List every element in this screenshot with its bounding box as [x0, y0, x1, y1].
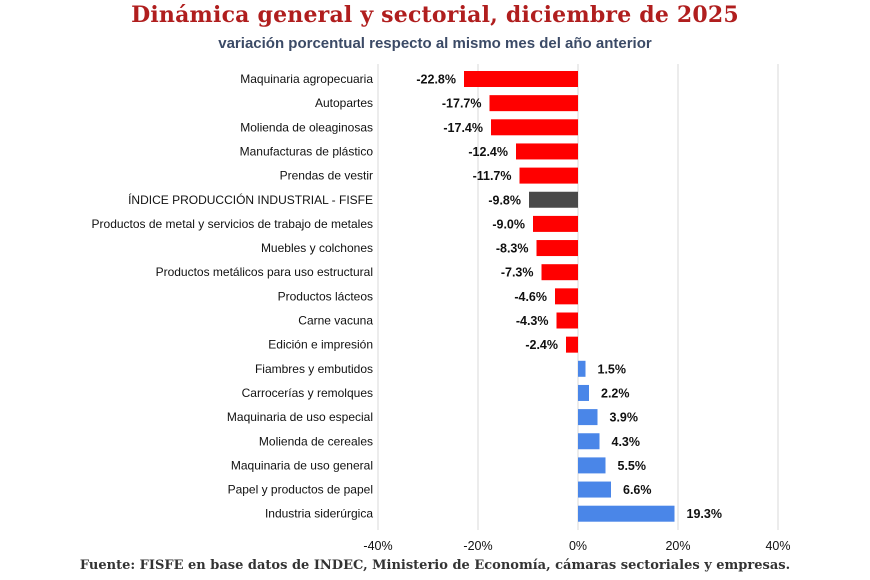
category-label: Industria siderúrgica: [265, 507, 373, 521]
chart-subtitle: variación porcentual respecto al mismo m…: [218, 35, 652, 52]
value-label: 4.3%: [612, 435, 641, 449]
x-tick-label: 40%: [765, 539, 790, 553]
bars: [464, 71, 675, 522]
bar: [555, 288, 578, 305]
category-label: Molienda de oleaginosas: [240, 120, 373, 134]
bar: [578, 409, 598, 426]
x-tick-label: -20%: [463, 539, 492, 553]
value-labels: -22.8% -17.7% -17.4% -12.4% -11.7% -9.8% -9.0%…: [416, 73, 722, 522]
value-label: 5.5%: [618, 459, 647, 473]
bar: [491, 119, 578, 136]
category-label: Manufacturas de plástico: [240, 144, 374, 158]
bar: [464, 71, 578, 87]
bar: [516, 143, 578, 160]
value-label: -7.3%: [501, 266, 534, 280]
value-label: -22.8%: [416, 73, 456, 87]
bar: [578, 433, 600, 450]
value-label: 2.2%: [601, 386, 630, 400]
bar: [489, 95, 578, 112]
bar: [578, 457, 606, 474]
bar: [541, 264, 578, 281]
category-label: Maquinaria de uso general: [231, 458, 373, 472]
bar: [578, 384, 589, 401]
value-label: -4.3%: [516, 314, 549, 328]
category-label: Autopartes: [315, 96, 373, 110]
x-axis-ticks: -40% -20% 0% 20% 40%: [363, 539, 790, 553]
bar: [566, 336, 578, 353]
value-label: -9.8%: [488, 193, 521, 207]
category-label: Molienda de cereales: [259, 434, 373, 448]
category-label: Productos metálicos para uso estructural: [156, 265, 373, 279]
category-label: ÍNDICE PRODUCCIÓN INDUSTRIAL - FISFE: [128, 192, 373, 207]
x-tick-label: 0%: [569, 539, 587, 553]
gridlines: [377, 64, 779, 530]
value-label: -17.4%: [443, 121, 483, 135]
value-label: 1.5%: [598, 362, 627, 376]
category-label: Fiambres y embutidos: [255, 362, 373, 376]
bar: [536, 240, 578, 257]
bar: [519, 167, 578, 184]
category-labels: Maquinaria agropecuaria Autopartes Moliend…: [92, 72, 374, 521]
value-label: -4.6%: [514, 290, 547, 304]
value-label: -2.4%: [525, 338, 558, 352]
x-tick-label: 20%: [665, 539, 690, 553]
bar: [529, 191, 578, 208]
category-label: Productos de metal y servicios de trabaj…: [92, 217, 373, 231]
bar: [578, 505, 675, 522]
category-label: Maquinaria de uso especial: [227, 410, 373, 424]
bar-chart: Maquinaria agropecuaria Autopartes Moliend…: [92, 64, 791, 553]
value-label: -17.7%: [442, 97, 482, 111]
value-label: -11.7%: [473, 169, 512, 183]
value-label: -12.4%: [468, 145, 508, 159]
value-label: 19.3%: [687, 507, 722, 521]
value-label: 3.9%: [610, 411, 639, 425]
chart-title: Dinámica general y sectorial, diciembre …: [131, 2, 739, 28]
category-label: Papel y productos de papel: [228, 483, 373, 497]
category-label: Carne vacuna: [298, 314, 373, 328]
bar: [556, 312, 578, 329]
category-label: Productos lácteos: [278, 289, 373, 303]
category-label: Maquinaria agropecuaria: [240, 72, 373, 86]
category-label: Muebles y colchones: [261, 241, 373, 255]
category-label: Carrocerías y remolques: [242, 386, 373, 400]
value-label: -9.0%: [492, 217, 525, 231]
category-label: Edición e impresión: [268, 338, 373, 352]
bar: [578, 481, 611, 498]
x-tick-label: -40%: [363, 539, 392, 553]
bar: [578, 360, 586, 377]
value-label: -8.3%: [496, 242, 529, 256]
value-label: 6.6%: [623, 483, 652, 497]
source-note: Fuente: FISFE en base datos de INDEC, Mi…: [79, 558, 791, 573]
category-label: Prendas de vestir: [280, 169, 373, 183]
bar: [533, 215, 578, 232]
